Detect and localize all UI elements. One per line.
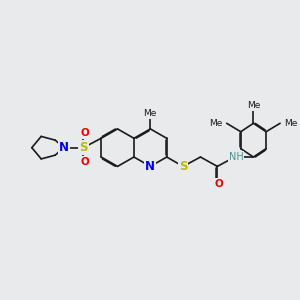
Text: O: O (80, 157, 89, 167)
Text: Me: Me (143, 109, 156, 118)
Text: S: S (179, 160, 188, 173)
Text: O: O (214, 179, 223, 189)
Text: Me: Me (284, 119, 297, 128)
Text: Me: Me (247, 101, 260, 110)
Text: N: N (59, 141, 69, 154)
Text: Me: Me (210, 119, 223, 128)
Text: N: N (145, 160, 155, 173)
Text: O: O (80, 128, 89, 138)
Text: NH: NH (229, 152, 243, 162)
Text: S: S (79, 141, 88, 154)
